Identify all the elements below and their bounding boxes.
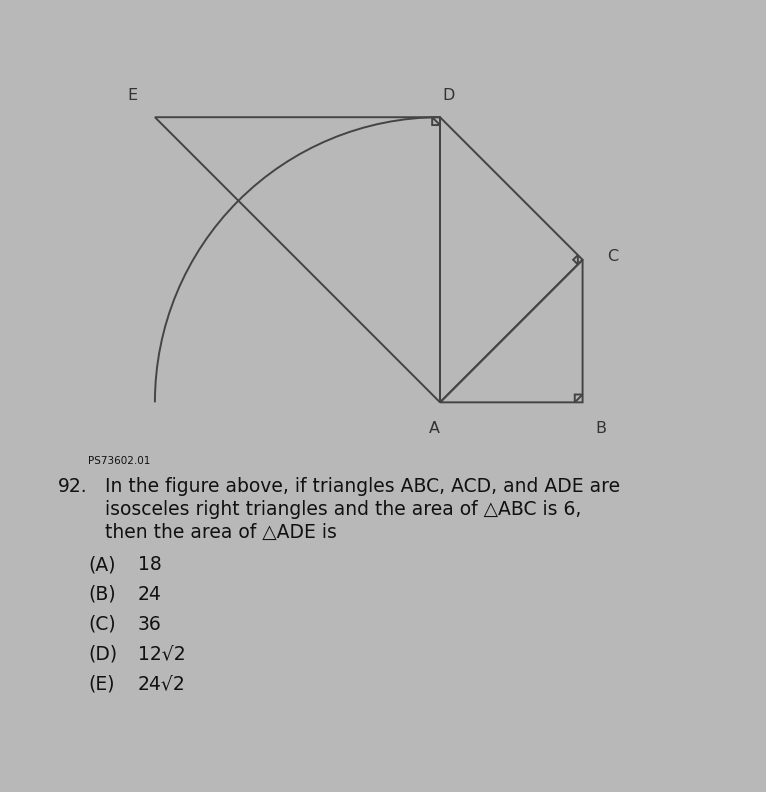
Text: D: D — [443, 88, 455, 103]
Text: 92.: 92. — [58, 478, 87, 497]
Text: 24: 24 — [138, 585, 162, 604]
Text: In the figure above, if triangles ABC, ACD, and ADE are: In the figure above, if triangles ABC, A… — [105, 478, 620, 497]
Text: (E): (E) — [88, 675, 114, 694]
Text: (D): (D) — [88, 645, 117, 664]
Text: 12√2: 12√2 — [138, 645, 185, 664]
Text: PS73602.01: PS73602.01 — [88, 456, 150, 466]
Text: isosceles right triangles and the area of △ABC is 6,: isosceles right triangles and the area o… — [105, 501, 581, 520]
Text: 24√2: 24√2 — [138, 675, 185, 694]
Text: (C): (C) — [88, 615, 116, 634]
Text: (A): (A) — [88, 555, 116, 574]
Text: then the area of △ADE is: then the area of △ADE is — [105, 524, 337, 543]
Text: B: B — [596, 421, 607, 436]
Text: 18: 18 — [138, 555, 162, 574]
Text: C: C — [607, 249, 618, 265]
Text: A: A — [429, 421, 440, 436]
Text: E: E — [128, 88, 138, 103]
Text: 36: 36 — [138, 615, 162, 634]
Text: (B): (B) — [88, 585, 116, 604]
